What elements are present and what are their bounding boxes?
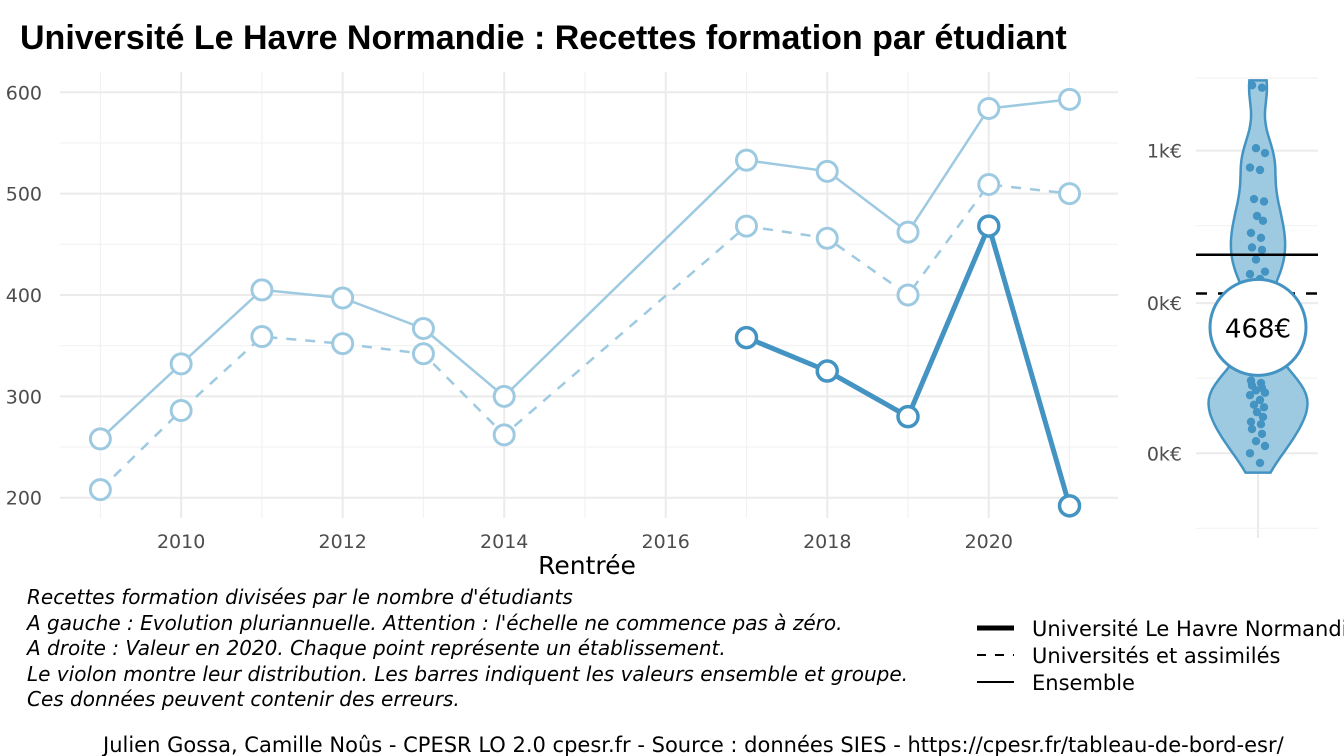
violin-point	[1245, 269, 1255, 279]
x-tick-label: 2016	[642, 531, 690, 553]
data-point	[896, 404, 920, 429]
x-tick-label: 2018	[803, 531, 851, 553]
violin-tick-label: 1k€	[1147, 141, 1182, 163]
data-point	[1057, 494, 1082, 518]
data-point	[1058, 182, 1082, 206]
violin-point	[1257, 245, 1267, 255]
violin-point	[1258, 412, 1268, 422]
y-tick-label: 300	[6, 386, 42, 408]
x-tick-label: 2012	[318, 531, 366, 553]
note-line: Le violon montre leur distribution. Les …	[27, 662, 908, 686]
violin-point	[1251, 386, 1261, 395]
violin-point	[1256, 420, 1266, 429]
violin-tick-label: 0k€	[1147, 293, 1182, 315]
violin-point	[1251, 144, 1261, 153]
data-point	[411, 316, 435, 340]
data-point	[977, 96, 1001, 120]
y-tick-label: 500	[6, 184, 42, 206]
y-tick-label: 200	[6, 488, 42, 510]
data-point	[734, 148, 758, 172]
violin-point	[1257, 83, 1267, 92]
data-point	[88, 427, 112, 451]
highlight-value-badge	[1208, 277, 1308, 377]
violin-point	[1246, 417, 1256, 426]
data-point	[734, 325, 759, 350]
source-caption: Julien Gossa, Camille Noûs - CPESR LO 2.…	[101, 733, 1285, 756]
data-point	[250, 278, 274, 302]
violin-tick-labels: 0k€ 0k€ 1k€	[1147, 141, 1182, 466]
violin-point	[1257, 429, 1267, 439]
violin-point	[1246, 228, 1256, 238]
y-tick-label: 400	[6, 285, 42, 307]
violin-point	[1247, 243, 1257, 252]
violin-point	[1260, 148, 1270, 158]
x-tick-label: 2020	[965, 531, 1013, 553]
main-tick-labels: 2010 2012 2014 2016 2018 2020 200 300 400 500 600	[6, 82, 1013, 553]
data-point	[896, 220, 920, 244]
main-series	[88, 87, 1082, 518]
violin-point	[1245, 449, 1255, 458]
violin-point	[1259, 403, 1269, 412]
violin-point	[1252, 211, 1262, 221]
note-line: A droite : Valeur en 2020. Chaque point …	[25, 636, 726, 660]
x-axis-title: Rentrée	[538, 551, 636, 580]
highlight-value-label: 468€	[1225, 314, 1291, 344]
y-tick-label: 600	[6, 82, 42, 104]
violin-tick-label: 0k€	[1147, 443, 1182, 465]
data-point	[492, 384, 516, 408]
violin-point	[1252, 407, 1262, 417]
data-point	[896, 283, 920, 307]
note-line: A gauche : Evolution pluriannuelle. Atte…	[25, 611, 843, 635]
notes-block: Recettes formation divisées par le nombr…	[25, 585, 908, 711]
data-point	[88, 478, 112, 502]
violin-point	[1251, 436, 1261, 446]
data-point	[734, 214, 758, 238]
data-point	[331, 286, 355, 310]
chart-title: Université Le Havre Normandie : Recettes…	[20, 19, 1067, 57]
line-chart-panel: 2010 2012 2014 2016 2018 2020200300400500600 …	[6, 72, 1118, 580]
data-point	[169, 352, 193, 376]
data-point	[492, 423, 516, 447]
violin-point	[1260, 267, 1270, 276]
violin-point	[1256, 233, 1266, 242]
violin-point	[1249, 400, 1259, 410]
data-point	[815, 159, 839, 183]
violin-point	[1247, 81, 1257, 90]
violin-panel: 0k€ 0k€ 1k€ 468€	[1147, 77, 1318, 538]
data-point	[411, 342, 435, 366]
violin-point	[1245, 390, 1255, 400]
data-point	[1058, 87, 1082, 111]
violin-point	[1255, 165, 1265, 175]
legend-label: Universités et assimilés	[1032, 644, 1280, 668]
data-point	[169, 399, 193, 423]
legend-label: Université Le Havre Normandie	[1032, 617, 1344, 641]
violin-point	[1255, 458, 1265, 468]
violin-point	[1260, 441, 1270, 451]
x-tick-label: 2010	[157, 531, 205, 553]
violin-point	[1247, 424, 1257, 434]
data-point	[250, 325, 274, 349]
legend-label: Ensemble	[1032, 671, 1135, 695]
data-point	[331, 332, 355, 356]
legend: Université Le Havre Normandie Université…	[977, 617, 1344, 695]
x-tick-label: 2014	[480, 531, 528, 553]
note-line: Ces données peuvent contenir des erreurs…	[27, 687, 460, 711]
violin-point	[1255, 395, 1265, 405]
note-line: Recettes formation divisées par le nombr…	[27, 585, 573, 609]
violin-point	[1258, 216, 1268, 226]
data-point	[815, 359, 840, 383]
violin-reference-lines	[1196, 253, 1318, 295]
violin-point	[1260, 388, 1270, 397]
violin-point	[1251, 255, 1261, 264]
data-point	[815, 226, 839, 250]
violin-point	[1245, 163, 1255, 172]
violin-point	[1249, 194, 1259, 204]
violin-point	[1259, 197, 1269, 206]
data-point	[977, 173, 1001, 197]
data-point	[977, 214, 1001, 238]
